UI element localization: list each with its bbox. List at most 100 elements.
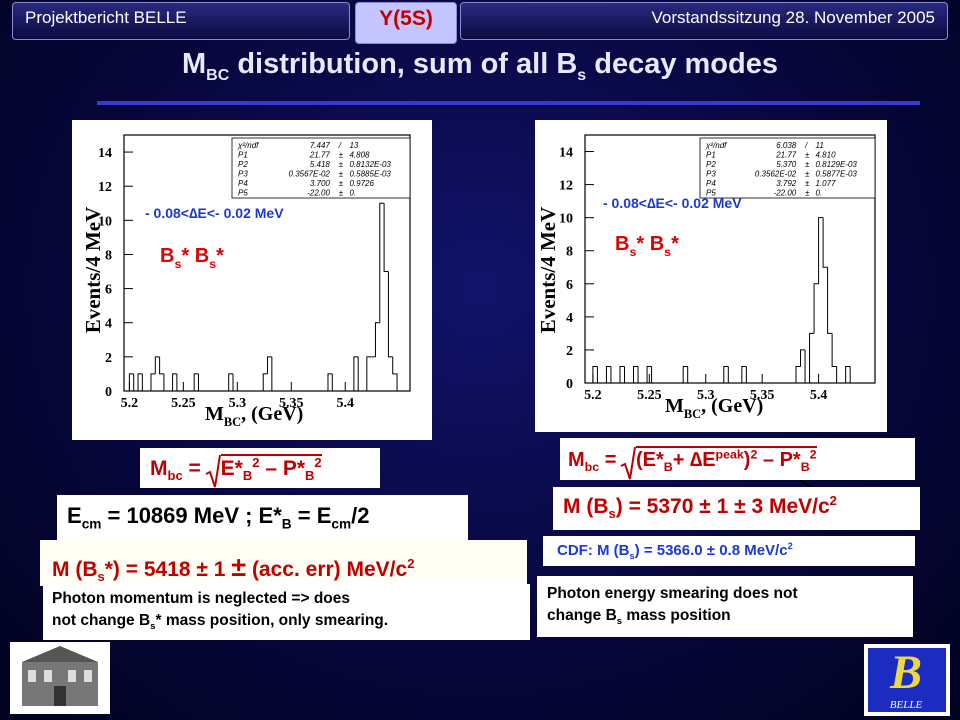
text-run: * B: [636, 233, 664, 255]
histogram-bin: [745, 366, 751, 384]
histogram-bin: [327, 373, 333, 391]
stats-text: 3.792: [776, 179, 797, 188]
text-run: B: [160, 245, 174, 267]
sub: s: [616, 616, 623, 628]
histogram-bin: [137, 373, 143, 391]
text: =: [182, 457, 207, 480]
institute-logo: [10, 642, 110, 714]
text: CDF: M (B: [557, 542, 630, 559]
text: not change B: [52, 612, 151, 629]
stats-text: 0.8129E-03: [816, 160, 858, 169]
histogram-bin: [605, 365, 611, 383]
stats-text: 7.447: [310, 141, 331, 150]
header-left: Projektbericht BELLE: [12, 2, 350, 40]
histogram-bin: [813, 283, 819, 334]
y-tick-label: 6: [105, 283, 112, 298]
stats-text: P2: [238, 160, 248, 169]
histogram-bin: [163, 373, 169, 392]
sub: s: [629, 551, 635, 561]
histogram-bin: [387, 271, 393, 358]
histogram-bin: [133, 373, 139, 392]
stats-text: P1: [706, 151, 716, 160]
stats-text: ±: [805, 170, 810, 179]
histogram-bin: [374, 322, 380, 357]
histogram-bin: [592, 365, 598, 383]
histogram-bin: [150, 373, 156, 391]
stats-text: ±: [339, 160, 344, 169]
sub: s: [150, 621, 156, 633]
header-text: Vorstandssitzung 28. November 2005: [651, 8, 935, 27]
x-axis-label: MBC, (GeV): [665, 395, 763, 421]
stats-text: P2: [706, 160, 716, 169]
histogram-bin: [651, 366, 657, 384]
sup: 2: [787, 541, 793, 551]
histogram-bin: [795, 365, 801, 383]
stats-text: χ²/ndf: [237, 141, 259, 150]
stats-text: P5: [238, 189, 248, 198]
sup: 2: [829, 493, 837, 508]
sub: B: [305, 468, 315, 484]
text: (acc. err) MeV/c: [246, 558, 408, 581]
sub: bc: [167, 468, 183, 484]
stats-text: P4: [706, 179, 716, 188]
text: Photon energy smearing does not: [547, 585, 798, 602]
title-part: distribution, sum of all B: [229, 48, 578, 80]
text: * mass position, only smearing.: [155, 612, 389, 629]
histogram-bin: [804, 349, 810, 384]
histogram-bin: [831, 333, 837, 367]
histogram-bin: [331, 373, 337, 392]
text-run: *: [216, 245, 224, 267]
y-tick-label: 14: [559, 146, 573, 161]
histogram-bin: [154, 356, 160, 374]
text: – P*: [757, 449, 801, 471]
sub: s: [608, 506, 616, 522]
sup: 2: [407, 556, 415, 571]
y-tick-label: 0: [105, 385, 112, 400]
text-run: , (GeV): [241, 403, 303, 425]
text: = 10869 MeV ; E*: [101, 503, 282, 528]
plot-frame: [123, 134, 411, 392]
text: ±: [231, 552, 247, 582]
text: M (B: [563, 495, 609, 518]
logo-text: BELLE: [890, 699, 923, 711]
stats-text: ±: [339, 189, 344, 198]
stats-text: 11: [816, 141, 824, 150]
histogram-bin: [271, 356, 277, 392]
sub: B: [281, 516, 292, 532]
y-tick-label: 0: [566, 377, 573, 392]
text: M: [150, 457, 168, 480]
histogram-bin: [128, 373, 134, 391]
sup: 2: [314, 455, 322, 470]
histogram-bin: [392, 356, 398, 391]
y-tick-label: 2: [566, 344, 573, 359]
y-tick-label: 2: [105, 351, 112, 366]
histogram-bin: [353, 356, 359, 391]
title-sub: s: [577, 66, 587, 84]
text-run: M: [665, 395, 684, 417]
stats-text: ±: [805, 151, 810, 160]
title-part: M: [181, 48, 207, 80]
histogram-bin: [809, 332, 815, 383]
y-axis-label: Events/4 MeV: [536, 207, 560, 334]
stats-text: P4: [238, 179, 248, 188]
histogram-bin: [267, 356, 272, 374]
stats-text: 0.3562E-02: [755, 170, 797, 179]
stats-text: -22.00: [307, 189, 330, 198]
x-tick-label: 5.2: [121, 396, 139, 411]
header-right: Vorstandssitzung 28. November 2005: [460, 2, 948, 40]
slide-title: MBC distribution, sum of all Bs decay mo…: [0, 48, 960, 84]
stats-text: ±: [339, 170, 344, 179]
histogram-bin: [646, 365, 652, 383]
text: /2: [351, 503, 370, 528]
y-tick-label: 8: [566, 245, 573, 260]
stats-text: ±: [339, 179, 344, 188]
ecm-box: Ecm = 10869 MeV ; E*B = Ecm/2: [57, 495, 468, 540]
stats-text: -22.00: [774, 189, 797, 198]
stats-text: ±: [805, 189, 810, 198]
text: M (B: [52, 558, 98, 581]
y-tick-label: 10: [559, 212, 573, 227]
subscript: s: [174, 257, 181, 271]
histogram-bin: [357, 356, 363, 392]
